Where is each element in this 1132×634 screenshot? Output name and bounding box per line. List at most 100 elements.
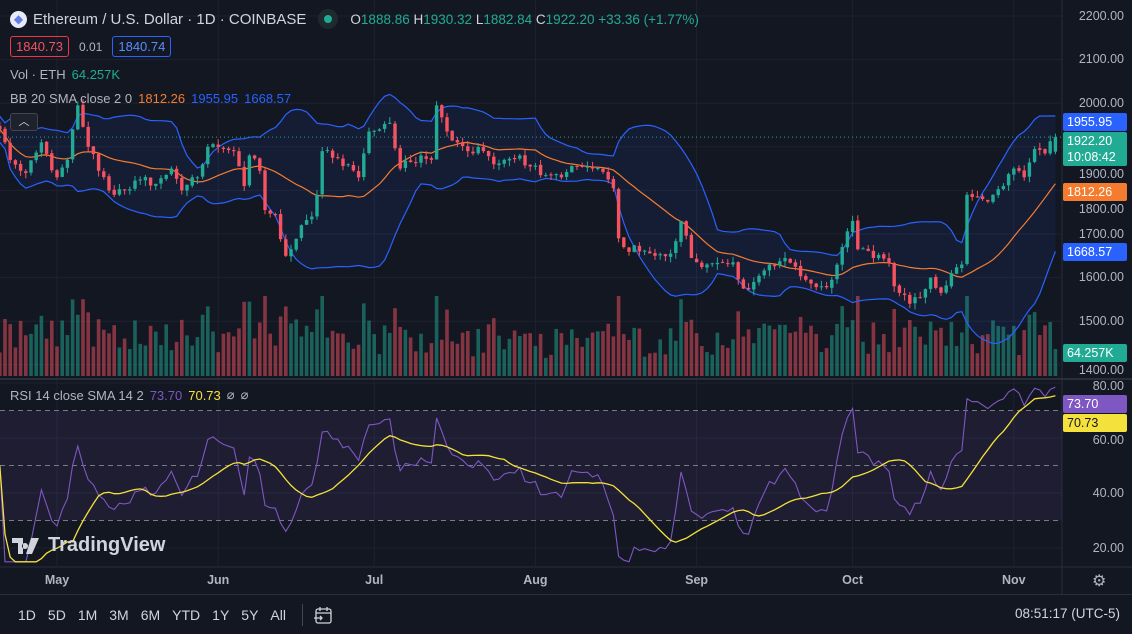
timeframe-ytd[interactable]: YTD <box>172 606 201 623</box>
volume-bar <box>689 319 694 376</box>
timeframe-5y[interactable]: 5Y <box>241 606 259 623</box>
candle <box>512 154 517 163</box>
go-to-date-icon[interactable] <box>313 605 333 625</box>
candle-body <box>29 160 33 173</box>
candle-body <box>887 258 891 263</box>
last-price-badge: 1922.20 10:08:42 <box>1063 132 1127 167</box>
volume-bar <box>117 347 122 376</box>
candle <box>861 246 865 250</box>
volume-bar <box>674 340 678 376</box>
volume-bar <box>559 333 564 376</box>
volume-bar <box>913 326 917 376</box>
volume-bar <box>939 327 943 376</box>
candle-body <box>455 140 460 143</box>
volume-bar <box>663 354 668 376</box>
candle-body <box>700 262 704 268</box>
candle <box>663 253 668 262</box>
buy-button[interactable]: 1840.74 <box>112 36 172 57</box>
bb-legend[interactable]: BB 20 SMA close 2 0 1812.26 1955.95 1668… <box>10 91 291 106</box>
candle <box>1017 165 1021 173</box>
volume-bar <box>720 345 725 376</box>
candle-body <box>122 189 127 191</box>
candle-body <box>34 152 38 161</box>
candle <box>949 270 954 289</box>
chart-settings-gear-icon[interactable]: ⚙ <box>1092 573 1107 590</box>
candle <box>923 288 928 304</box>
candle <box>575 164 579 171</box>
volume-bar <box>523 333 527 376</box>
volume-legend[interactable]: Vol · ETH 64.257K <box>10 67 120 82</box>
price-chart[interactable] <box>0 0 1132 594</box>
clock[interactable]: 08:51:17 (UTC-5) <box>1014 606 1120 621</box>
bb-lower-value: 1668.57 <box>244 91 292 106</box>
candle <box>840 243 844 271</box>
volume-bar <box>975 353 980 376</box>
candle-body <box>1027 162 1032 177</box>
candle <box>315 190 319 220</box>
rsi-tick-label: 60.00 <box>1092 433 1124 447</box>
low-value: 1882.84 <box>483 11 533 27</box>
candle <box>497 159 501 171</box>
time-tick-label: Nov <box>1001 573 1026 587</box>
candle <box>996 185 1000 198</box>
candle-body <box>778 261 782 266</box>
volume-bar <box>440 339 444 376</box>
volume-bar <box>492 318 496 376</box>
time-tick-label: Aug <box>523 573 548 587</box>
volume-bar <box>434 296 439 376</box>
timeframe-1m[interactable]: 1M <box>77 606 98 623</box>
candle <box>783 252 787 267</box>
candle-body <box>403 160 408 168</box>
time-tick-label: Oct <box>842 573 864 587</box>
candle <box>819 280 824 291</box>
volume-bar <box>544 357 548 376</box>
collapse-legend-button[interactable]: ︿ <box>10 113 38 131</box>
candle <box>601 168 605 174</box>
timeframe-6m[interactable]: 6M <box>140 606 161 623</box>
candle <box>190 174 194 188</box>
candle-body <box>159 178 163 184</box>
candle-body <box>902 293 907 296</box>
timeframe-5d[interactable]: 5D <box>47 606 66 623</box>
candle-body <box>252 155 257 159</box>
candle-body <box>450 130 454 141</box>
timeframe-3m[interactable]: 3M <box>109 606 129 623</box>
candle <box>1043 148 1047 156</box>
volume-bar <box>242 301 246 376</box>
candle <box>611 175 616 192</box>
candle-body <box>336 157 340 159</box>
candle-body <box>538 164 543 176</box>
candle <box>965 191 969 266</box>
volume-bar <box>564 344 569 376</box>
volume-bar <box>684 321 688 376</box>
candle <box>39 139 44 158</box>
volume-bar <box>616 296 621 376</box>
rsi-legend[interactable]: RSI 14 close SMA 14 2 73.70 70.73 ⌀ ⌀ <box>10 387 248 403</box>
volume-bar <box>174 341 179 376</box>
volume-bar <box>330 330 335 376</box>
tradingview-logo-icon <box>12 537 39 554</box>
candle-body <box>492 156 496 165</box>
volume-bar <box>76 314 80 376</box>
candle <box>336 153 340 160</box>
volume-bar <box>596 331 600 376</box>
sell-button[interactable]: 1840.73 <box>10 36 69 57</box>
candle <box>200 162 205 180</box>
time-tick-label: Jul <box>365 573 384 587</box>
bb-basis-badge: 1812.26 <box>1063 183 1127 202</box>
candle-body <box>809 279 813 284</box>
volume-bar <box>273 345 278 376</box>
volume-bar <box>632 327 636 376</box>
timeframe-1d[interactable]: 1D <box>18 606 36 623</box>
candle <box>726 258 730 267</box>
volume-bar <box>908 320 912 376</box>
candle <box>866 245 870 252</box>
candle <box>585 161 590 172</box>
candle-body <box>512 157 517 160</box>
volume-bar <box>372 334 376 376</box>
timeframe-1y[interactable]: 1Y <box>212 606 230 623</box>
candle-body <box>575 166 579 168</box>
timeframe-all[interactable]: All <box>270 606 286 623</box>
candle <box>143 174 148 187</box>
symbol-title[interactable]: Ethereum / U.S. Dollar · 1D · COINBASE <box>33 10 307 28</box>
